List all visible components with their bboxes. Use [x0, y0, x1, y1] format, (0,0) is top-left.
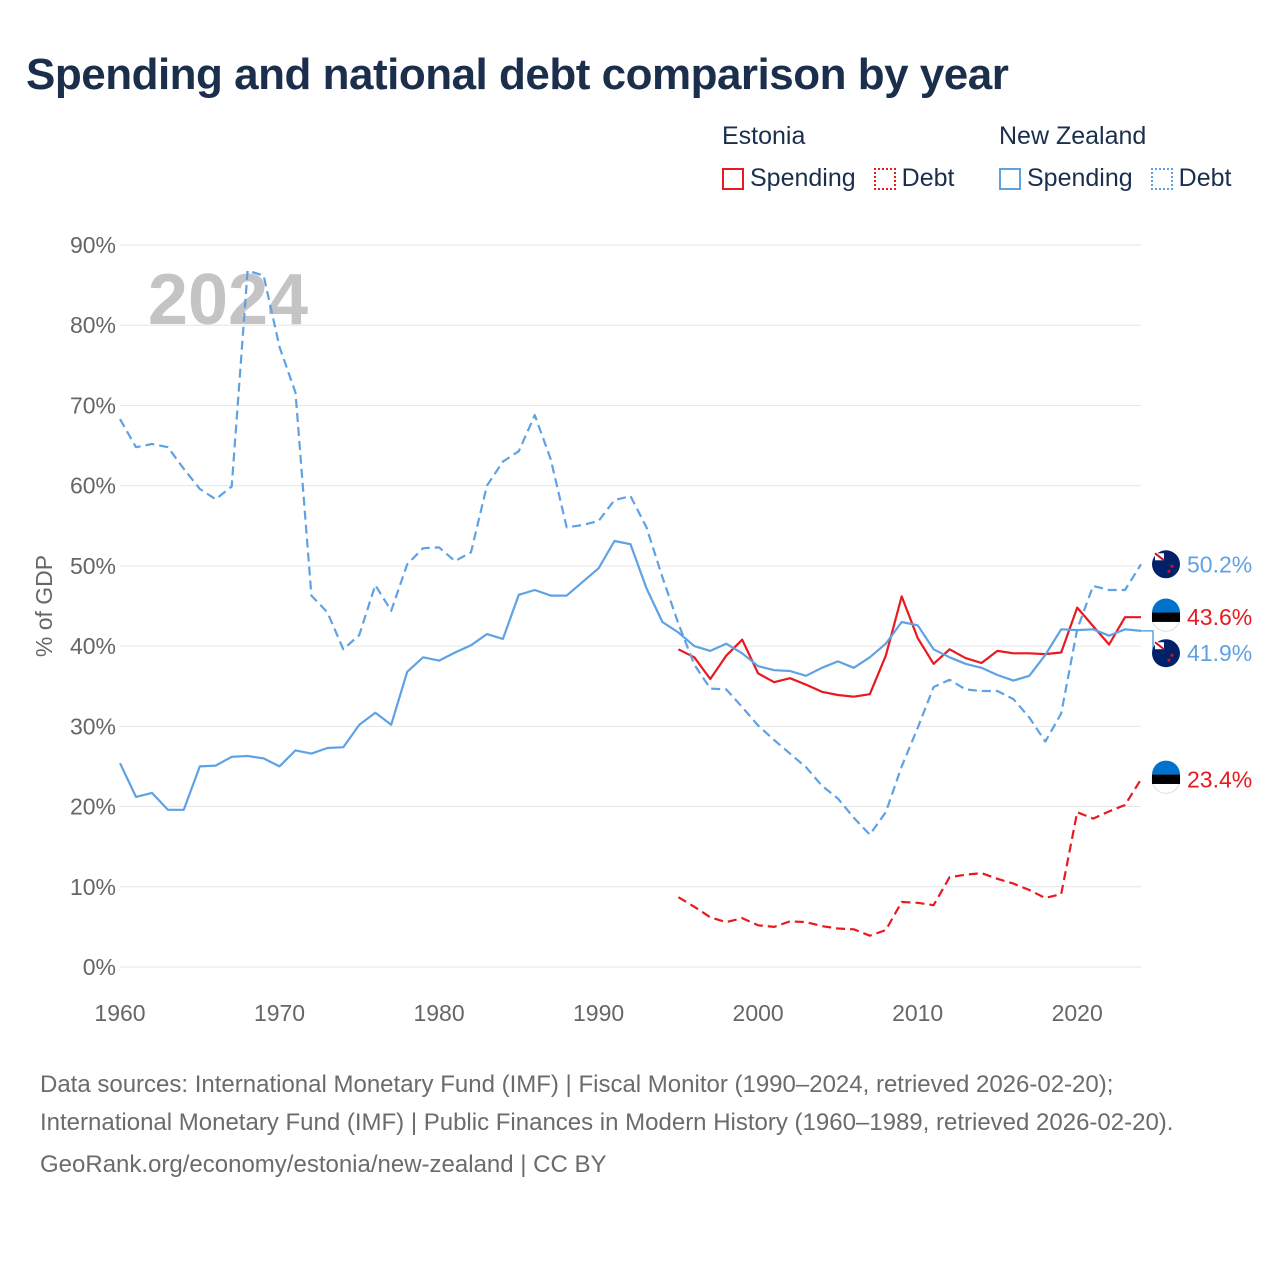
legend-swatch-dotted: [1150, 167, 1173, 190]
legend-group-name: Estonia: [722, 122, 806, 150]
y-tick-label: 30%: [70, 713, 116, 739]
legend-group-estonia: Estonia Spending Debt: [722, 122, 954, 193]
x-tick-label: 1980: [413, 1000, 464, 1026]
y-tick-label: 10%: [70, 874, 116, 900]
estonia-flag-icon: [1151, 760, 1181, 794]
series-layer: [119, 269, 1142, 937]
x-tick-label: 2000: [733, 1000, 784, 1026]
legend-new-zealand-spending[interactable]: Spending: [999, 164, 1133, 193]
end-value-label: 43.6%: [1187, 604, 1252, 630]
legend-new-zealand-debt[interactable]: Debt: [1150, 164, 1232, 193]
end-marker-estonia-spending: 43.6%: [1151, 598, 1252, 632]
series-line-new_zealand-spending[interactable]: [119, 539, 1142, 811]
x-tick-label: 2020: [1052, 1000, 1103, 1026]
new_zealand-flag-icon: [1152, 550, 1180, 579]
series-line-estonia-spending[interactable]: [677, 595, 1141, 698]
grid-layer: 0% 10% 20% 30% 40% 50% 60% 70% 80% 90% 1960 1970 198…: [70, 232, 1141, 1026]
page-title: Spending and national debt comparison by…: [26, 50, 1009, 99]
line-chart: 0% 10% 20% 30% 40% 50% 60% 70% 80% 90% 1960 1970 198…: [31, 232, 1252, 1026]
legend-swatch-dotted: [873, 167, 896, 190]
end-marker-new_zealand-spending: 41.9%: [1141, 630, 1252, 668]
legend-estonia-spending[interactable]: Spending: [722, 164, 856, 193]
x-tick-label: 1960: [94, 1000, 145, 1026]
legend-label: Debt: [1178, 164, 1232, 192]
end-marker-new_zealand-debt: 50.2%: [1152, 550, 1252, 579]
estonia-flag-icon: [1151, 598, 1181, 632]
y-tick-label: 40%: [70, 633, 116, 659]
legend-swatch-solid: [722, 167, 744, 190]
y-tick-label: 80%: [70, 312, 116, 338]
y-tick-label: 50%: [70, 553, 116, 579]
end-value-label: 50.2%: [1187, 551, 1252, 577]
end-marker-estonia-debt: 23.4%: [1151, 760, 1252, 794]
legend-estonia-debt[interactable]: Debt: [873, 164, 955, 193]
x-tick-label: 1990: [573, 1000, 624, 1026]
x-tick-label: 2010: [892, 1000, 943, 1026]
end-value-label: 23.4%: [1187, 766, 1252, 792]
year-watermark: 2024: [148, 260, 308, 340]
legend-swatch-solid: [999, 167, 1021, 190]
y-axis-label: % of GDP: [31, 555, 57, 657]
legend-label: Debt: [901, 164, 955, 192]
data-sources: Data sources: International Monetary Fun…: [40, 1071, 1174, 1136]
footer: Data sources: International Monetary Fun…: [40, 1066, 1240, 1184]
end-leader: [1141, 630, 1154, 654]
legend-group-name: New Zealand: [999, 122, 1147, 150]
source-link[interactable]: GeoRank.org/economy/estonia/new-zealand …: [40, 1151, 607, 1178]
end-value-label: 41.9%: [1187, 640, 1252, 666]
x-tick-label: 1970: [254, 1000, 305, 1026]
y-tick-label: 60%: [70, 473, 116, 499]
legend-label: Spending: [1027, 164, 1133, 192]
legend-label: Spending: [750, 164, 856, 192]
y-tick-label: 90%: [70, 232, 116, 258]
y-tick-label: 0%: [83, 954, 116, 980]
y-tick-label: 20%: [70, 794, 116, 820]
new_zealand-flag-icon: [1152, 639, 1180, 668]
y-tick-label: 70%: [70, 392, 116, 418]
series-line-new_zealand-debt[interactable]: [119, 269, 1142, 836]
legend-group-new-zealand: New Zealand Spending Debt: [999, 122, 1231, 193]
end-marker-layer: 50.2% 43.6% 41.9% 23.4%: [1141, 550, 1252, 794]
series-line-estonia-debt[interactable]: [677, 778, 1142, 937]
